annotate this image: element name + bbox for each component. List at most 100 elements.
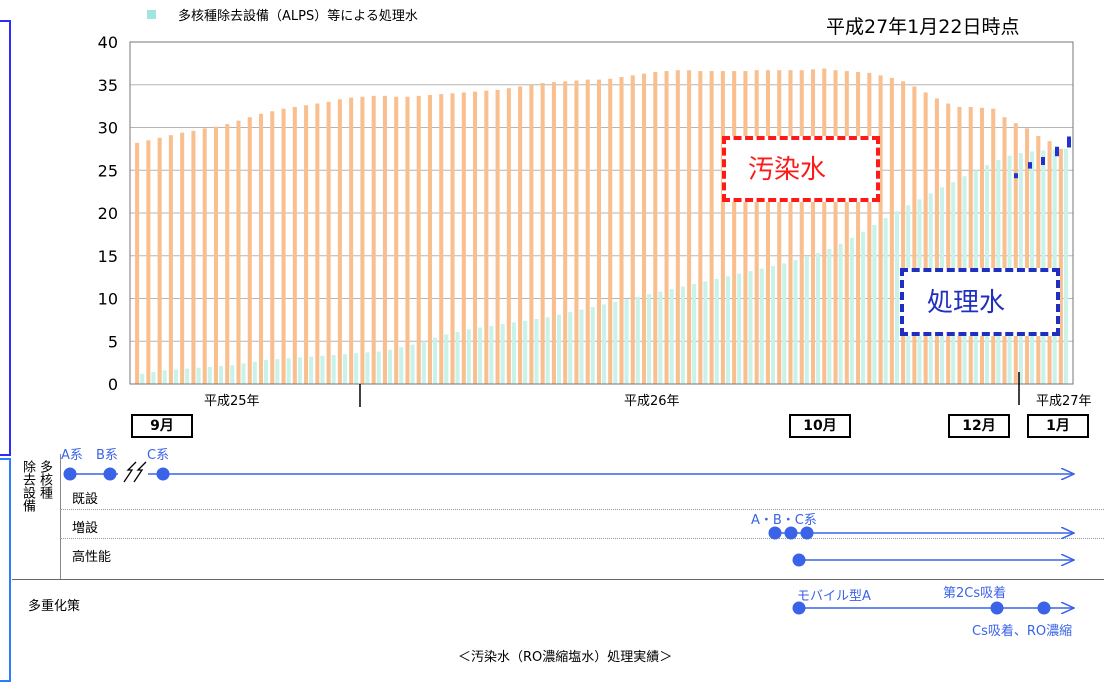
bar-treated bbox=[872, 224, 877, 384]
bar-contaminated bbox=[518, 86, 523, 385]
row-divider-2 bbox=[60, 538, 1104, 539]
bar-contaminated bbox=[225, 124, 230, 384]
month-label-dec: 12月 bbox=[948, 414, 1010, 438]
timeline-graphics bbox=[63, 461, 1107, 615]
recent-markers bbox=[1014, 136, 1071, 179]
bar-contaminated bbox=[619, 77, 624, 385]
month-label-oct: 10月 bbox=[789, 414, 851, 438]
bar-contaminated bbox=[427, 95, 433, 384]
contaminated-box bbox=[722, 136, 880, 202]
event-label-mobile-a: モバイル型A bbox=[797, 589, 871, 604]
bar-contaminated bbox=[991, 108, 996, 384]
bar-treated bbox=[309, 356, 314, 384]
y-tick-labels: 0 5 10 15 20 25 30 35 40 bbox=[98, 33, 118, 394]
bar-treated bbox=[1041, 150, 1046, 384]
bar-contaminated bbox=[337, 99, 342, 384]
bar-contaminated bbox=[765, 70, 770, 384]
bar-treated bbox=[680, 286, 685, 384]
bar-contaminated bbox=[923, 92, 928, 384]
bar-contaminated bbox=[709, 71, 714, 384]
bar-treated bbox=[523, 320, 528, 384]
bar-treated bbox=[399, 347, 404, 384]
y-tick-label: 5 bbox=[108, 332, 118, 351]
event-label-a: A系 bbox=[61, 448, 83, 463]
month-label-sep: 9月 bbox=[131, 414, 193, 438]
bar-contaminated bbox=[968, 106, 973, 384]
bar-contaminated bbox=[720, 71, 725, 384]
recent-marker bbox=[1014, 173, 1018, 179]
row-divider-3 bbox=[12, 579, 1104, 580]
era-label-h26: 平成26年 bbox=[624, 394, 680, 409]
bar-treated bbox=[286, 358, 291, 384]
bar-treated bbox=[489, 325, 494, 384]
event-label-abc: A・B・C系 bbox=[751, 513, 817, 528]
bar-contaminated bbox=[946, 103, 951, 384]
bar-treated bbox=[264, 360, 269, 384]
bar-contaminated bbox=[461, 92, 466, 384]
bar-treated bbox=[759, 268, 764, 384]
y-tick-label: 30 bbox=[98, 119, 118, 138]
row-label-existing: 既設 bbox=[72, 492, 99, 507]
bar-treated bbox=[635, 296, 640, 384]
y-tick-label: 25 bbox=[98, 161, 118, 180]
bar-treated bbox=[770, 266, 776, 384]
bar-contaminated bbox=[529, 84, 534, 384]
event-label-c: C系 bbox=[147, 448, 170, 463]
bar-treated bbox=[782, 263, 787, 384]
bar-treated bbox=[297, 357, 302, 384]
bar-treated bbox=[478, 327, 483, 384]
bar-contaminated bbox=[450, 93, 455, 385]
event-dot-a bbox=[63, 467, 77, 481]
bar-contaminated bbox=[754, 70, 759, 384]
bar-contaminated bbox=[1036, 136, 1041, 384]
bar-contaminated bbox=[1047, 141, 1052, 384]
bar-contaminated bbox=[1002, 117, 1007, 385]
bar-contaminated bbox=[157, 137, 162, 384]
bar-contaminated bbox=[236, 120, 241, 384]
event-dot-cs-ro bbox=[1037, 601, 1051, 615]
bar-treated bbox=[692, 283, 697, 384]
bar-contaminated bbox=[292, 106, 297, 384]
event-dot-add-c bbox=[800, 526, 814, 540]
legend-marker bbox=[147, 10, 156, 19]
bar-contaminated bbox=[608, 78, 613, 384]
bar-treated bbox=[1063, 148, 1068, 384]
bar-contaminated bbox=[416, 95, 421, 385]
break-mark-bg bbox=[118, 462, 148, 486]
bar-treated bbox=[185, 368, 190, 384]
bar-treated bbox=[511, 322, 516, 384]
bar-contaminated bbox=[146, 140, 151, 384]
bar-contaminated bbox=[844, 71, 849, 384]
bar-treated bbox=[579, 309, 584, 384]
bar-contaminated bbox=[799, 70, 804, 384]
era-label-h27: 平成27年 bbox=[1036, 394, 1092, 409]
y-tick-label: 40 bbox=[98, 33, 118, 52]
month-label-jan: 1月 bbox=[1027, 414, 1089, 438]
plot-frame bbox=[129, 41, 1074, 385]
event-dot-add-b bbox=[784, 526, 798, 540]
left-frame-top bbox=[0, 20, 11, 456]
bar-contaminated bbox=[574, 80, 579, 384]
bar-treated bbox=[354, 353, 359, 384]
bar-treated bbox=[658, 291, 663, 384]
recent-marker bbox=[1041, 156, 1045, 165]
recent-marker bbox=[1028, 162, 1032, 169]
bar-contaminated bbox=[867, 72, 872, 384]
y-tick-label: 15 bbox=[98, 247, 118, 266]
bar-treated bbox=[241, 363, 246, 384]
bar-treated bbox=[151, 372, 156, 384]
bar-contaminated bbox=[180, 132, 185, 384]
bar-contaminated bbox=[540, 83, 545, 384]
bar-treated bbox=[827, 248, 832, 384]
bar-treated bbox=[173, 369, 178, 384]
y-tick-label: 10 bbox=[98, 290, 118, 309]
bar-contaminated bbox=[833, 70, 838, 384]
bar-treated bbox=[556, 314, 561, 384]
bar-contaminated bbox=[439, 94, 444, 384]
bar-treated bbox=[162, 370, 167, 384]
event-dot-c bbox=[156, 467, 170, 481]
bar-treated bbox=[410, 344, 415, 384]
bar-treated bbox=[196, 367, 201, 384]
bar-contaminated bbox=[506, 88, 511, 385]
bar-contaminated bbox=[315, 103, 320, 384]
